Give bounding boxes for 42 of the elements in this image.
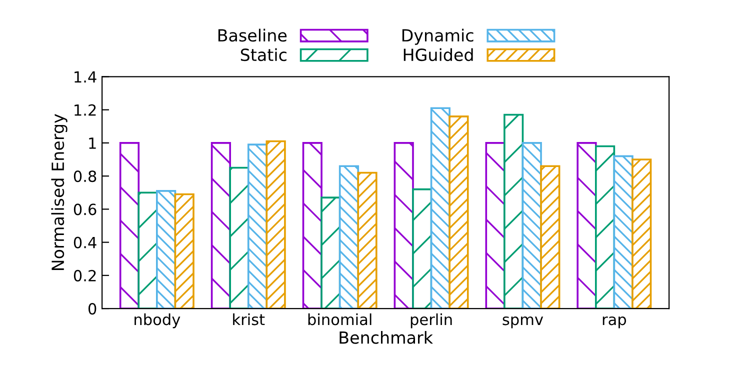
bar bbox=[632, 158, 652, 309]
y-tick-label: 0.6 bbox=[74, 204, 96, 216]
bar bbox=[504, 114, 524, 309]
bar bbox=[302, 142, 322, 309]
legend-label: Baseline bbox=[218, 28, 287, 42]
bar bbox=[357, 172, 378, 309]
x-tick-label: perlin bbox=[410, 313, 452, 328]
bar bbox=[266, 140, 286, 309]
bar bbox=[594, 145, 616, 309]
bar bbox=[138, 192, 158, 309]
y-tick-label: 0.8 bbox=[74, 170, 96, 182]
y-tick-label: 0 bbox=[88, 303, 96, 315]
bar bbox=[412, 188, 432, 309]
bar bbox=[394, 142, 414, 309]
x-tick-label: spmv bbox=[502, 316, 544, 328]
legend-label: HGuided bbox=[404, 48, 473, 62]
bar bbox=[229, 166, 250, 309]
x-tick-label: binomial bbox=[308, 313, 372, 326]
bar bbox=[522, 142, 542, 309]
y-tick-label: 0.4 bbox=[74, 236, 96, 248]
y-tick-label: 1.2 bbox=[74, 104, 96, 116]
bar bbox=[174, 193, 194, 309]
bar bbox=[119, 142, 140, 309]
bar bbox=[338, 165, 360, 309]
x-tick-label: krist bbox=[233, 313, 265, 326]
y-axis-title: Normalised Energy bbox=[51, 114, 68, 270]
x-tick-label: rap bbox=[602, 316, 626, 328]
legend-label: Static bbox=[240, 48, 286, 62]
bar bbox=[448, 116, 469, 309]
y-tick-label: 0.2 bbox=[74, 270, 96, 282]
bar bbox=[210, 142, 231, 309]
x-axis-title: Benchmark bbox=[340, 330, 433, 344]
y-tick-label: 1 bbox=[89, 138, 96, 149]
bar bbox=[156, 190, 176, 309]
bar bbox=[430, 107, 450, 309]
y-tick-label: 1.4 bbox=[74, 71, 96, 82]
bar bbox=[320, 196, 341, 309]
bar bbox=[576, 142, 597, 309]
legend-label: Dynamic bbox=[402, 28, 474, 45]
bar bbox=[540, 165, 560, 309]
x-tick-label: nbody bbox=[134, 313, 180, 328]
bar bbox=[247, 144, 268, 309]
